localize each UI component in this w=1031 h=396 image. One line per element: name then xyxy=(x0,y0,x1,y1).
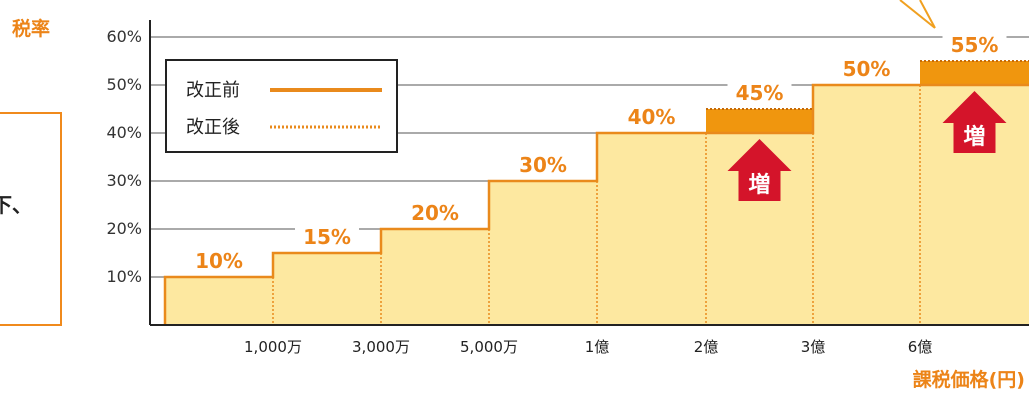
data-label: 50% xyxy=(843,57,891,81)
bar xyxy=(489,181,597,325)
data-label: 15% xyxy=(303,225,351,249)
x-axis-title: 課税価格(円) xyxy=(913,368,1025,391)
y-tick-label: 10% xyxy=(106,267,142,286)
increase-label: 増 xyxy=(748,172,770,198)
legend-box xyxy=(165,59,398,153)
increase-arrow-icon xyxy=(727,139,792,201)
bar xyxy=(597,133,706,325)
callout-pointer xyxy=(899,0,936,29)
x-tick-label: 2億 xyxy=(694,338,719,356)
legend-label-before: 改正前 xyxy=(186,80,240,101)
axes: 10% 20% 30% 40% 50% 60% 1,000万 3,000万 5,000万 1億 2億… xyxy=(106,20,1029,356)
bar-increase xyxy=(706,109,813,133)
y-tick-label: 60% xyxy=(106,27,142,46)
increase-arrow-icon xyxy=(942,91,1007,153)
side-note-box: 下、 ： xyxy=(0,112,62,326)
x-tick-label: 5,000万 xyxy=(460,338,518,356)
side-note-line2: ： xyxy=(0,219,12,248)
bar-increase xyxy=(920,61,1029,85)
y-tick-label: 20% xyxy=(106,219,142,238)
bar xyxy=(813,85,920,325)
data-label: 45% xyxy=(736,81,784,105)
data-label-bg xyxy=(295,227,359,249)
y-tick-label: 40% xyxy=(106,123,142,142)
data-label: 10% xyxy=(195,249,243,273)
data-label-bg xyxy=(727,83,792,105)
before-step-line xyxy=(163,83,1029,325)
y-tick-label: 30% xyxy=(106,171,142,190)
y-tick-label: 50% xyxy=(106,75,142,94)
data-label: 55% xyxy=(951,33,999,57)
bar xyxy=(165,277,273,325)
legend-label-after: 改正後 xyxy=(186,117,240,138)
bar xyxy=(381,229,489,325)
bar xyxy=(273,253,381,325)
data-label-bg xyxy=(942,35,1007,57)
side-note-line1: 下、 xyxy=(0,193,32,217)
y-axis-title: 税率 xyxy=(12,17,50,40)
data-labels: 10%15%20%30%40%45%50%55%増増 xyxy=(195,33,1007,273)
increase-label: 増 xyxy=(963,124,985,150)
bars xyxy=(163,60,1029,325)
data-label: 20% xyxy=(411,201,459,225)
x-tick-label: 1,000万 xyxy=(244,338,302,356)
x-tick-label: 3,000万 xyxy=(352,338,410,356)
data-label: 40% xyxy=(628,105,676,129)
x-tick-label: 6億 xyxy=(908,338,933,356)
x-tick-label: 3億 xyxy=(801,338,826,356)
x-tick-label: 1億 xyxy=(585,338,610,356)
data-label: 30% xyxy=(519,153,567,177)
